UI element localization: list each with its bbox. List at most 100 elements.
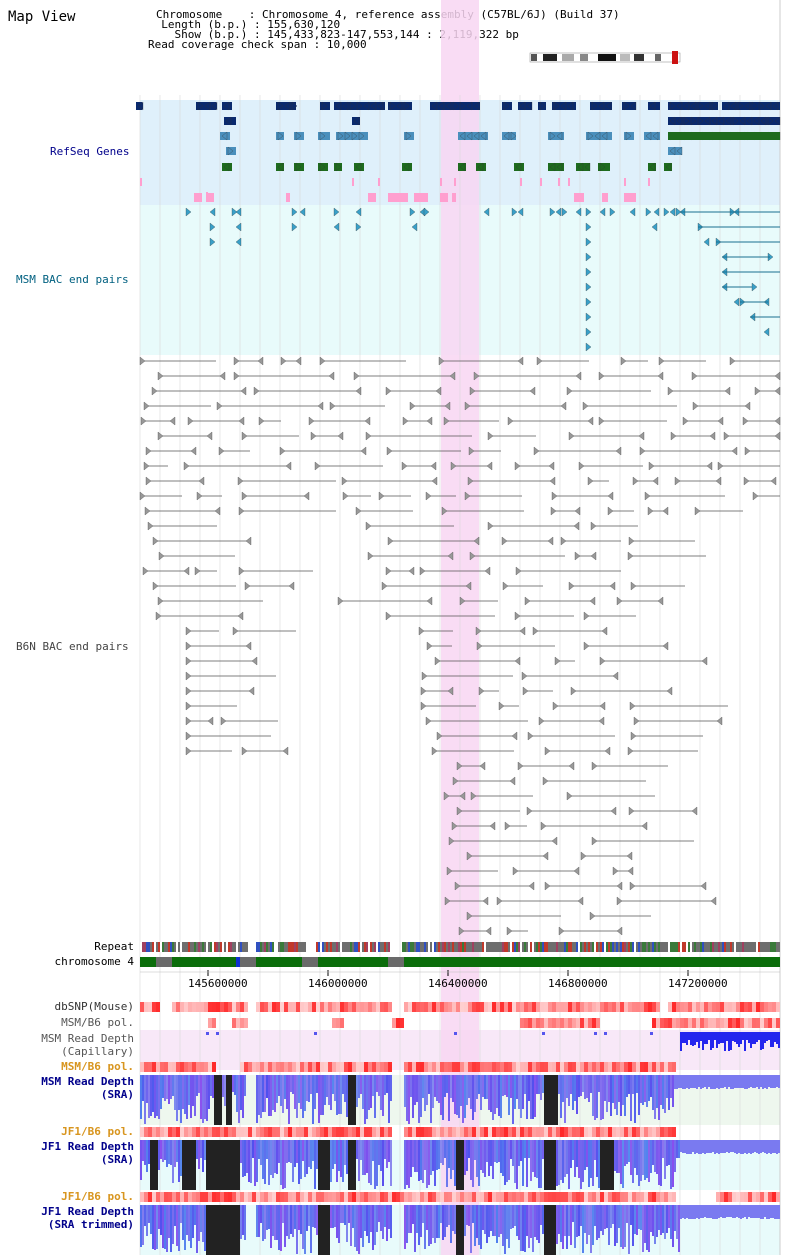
repeat-element [360,942,362,952]
b6n-bac-end [743,476,750,486]
depth-tracks[interactable] [140,1032,780,1255]
msm-sra-depth-bar [622,1075,624,1105]
dbsnp-track[interactable] [140,1002,780,1202]
jf1-b6-pol-label[interactable]: JF1/B6 pol. [61,1125,134,1138]
msm-bac-track[interactable] [185,207,780,352]
b6n-bac-end [378,491,385,501]
b6n-bac-end [715,476,722,486]
chromosome-track-label[interactable]: chromosome 4 [54,955,134,968]
repeat-element [484,942,486,952]
repeat-element [604,942,606,952]
repeat-element [620,942,622,952]
msm-pol-cap-cell [664,1018,668,1028]
jf1-pol2-cell [604,1192,608,1202]
msm-depth-cap-label[interactable]: MSM Read Depth (Capillary) [41,1032,134,1058]
msm-bac-track-label[interactable]: MSM BAC end pairs [16,273,129,286]
jf1-pol-cell [244,1127,248,1137]
jf1-pol-cell [328,1127,332,1137]
repeat-element [344,942,346,952]
msm-b6-pol-cap-label[interactable]: MSM/B6 pol. [61,1016,134,1029]
jf1-sra-depth-bar [198,1140,200,1169]
b6n-bac-end [355,386,362,396]
msm-pol-cell [204,1062,208,1072]
gene-arrow [515,162,522,172]
dbsnp-track-label[interactable]: dbSNP(Mouse) [54,1000,134,1013]
gene-block [548,132,564,140]
jf1-b6-pol2-label[interactable]: JF1/B6 pol. [61,1190,134,1203]
dbsnp-cell [652,1002,656,1012]
repeat-element [478,942,480,952]
msm-sra-depth-bar [618,1075,620,1102]
refseq-genes-track[interactable] [136,101,781,202]
msm-cap-depth-bar [216,1032,219,1035]
msm-depth-sra-label[interactable]: MSM Read Depth (SRA) [41,1075,134,1101]
jf1-trim-depth-bar [692,1205,694,1219]
b6n-bac-end [774,371,781,381]
msm-sra-depth-bar [422,1075,424,1098]
jf1-sra-depth-bar [746,1140,748,1154]
msm-sra-depth-bar [322,1075,324,1115]
msm-bac-end [555,207,562,217]
jf1-trim-depth-bar [568,1205,570,1236]
b6n-bac-track-label[interactable]: B6N BAC end pairs [16,640,129,653]
msm-sra-depth-bar [564,1075,566,1123]
msm-sra-depth-bar [412,1075,414,1118]
dbsnp-cell [644,1002,648,1012]
b6n-bac-end [566,386,573,396]
jf1-trim-depth-bar [718,1205,720,1218]
jf1-pol-cell [224,1127,228,1137]
gene-arrow [746,116,753,126]
msm-sra-depth-bar [380,1075,382,1110]
chromosome-band-track[interactable] [140,957,780,967]
msm-pol-cell [244,1062,248,1072]
dbsnp-cell [508,1002,512,1012]
msm-bac-end [763,327,770,337]
msm-pol-cell [176,1062,180,1072]
jf1-sra-depth-bar [272,1140,274,1178]
msm-pol-cap-cell [772,1018,776,1028]
dbsnp-cell [632,1002,636,1012]
jf1-trim-depth-bar [282,1205,284,1223]
jf1-pol2-cell [420,1192,424,1202]
b6n-bac-end [420,701,427,711]
jf1-pol-cell [516,1127,520,1137]
jf1-depth-label[interactable]: JF1 Read Depth (SRA) [41,1140,134,1166]
jf1-pol2-cell [612,1192,616,1202]
dbsnp-cell [280,1002,284,1012]
b6n-bac-end [280,356,287,366]
repeat-track-label[interactable]: Repeat [94,940,134,953]
gene-arrow [549,162,556,172]
chromosome-ideogram[interactable] [529,51,681,64]
jf1-pol2-cell [248,1192,252,1202]
dbsnp-cell [336,1002,340,1012]
msm-b6-pol-label[interactable]: MSM/B6 pol. [61,1060,134,1073]
jf1-trim-depth-bar [756,1205,758,1218]
jf1-trim-depth-bar [598,1205,600,1238]
jf1-trim-depth-bar [744,1205,746,1217]
refseq-track-label[interactable]: RefSeq Genes [50,145,130,158]
msm-pol-cap-cell [704,1018,708,1028]
gene-arrow [652,131,659,141]
msm-pol-cap-cell [720,1018,724,1028]
b6n-bac-end [583,611,590,621]
jf1-sra-depth-bar [542,1140,544,1159]
repeat-element [576,942,578,952]
b6n-bac-track[interactable] [139,356,781,936]
repeat-element [624,942,626,952]
jf1-pol2-cell [304,1192,308,1202]
jf1-sra-depth-bar [332,1140,334,1169]
repeat-element [622,942,624,952]
jf1-sra-depth-bar [364,1140,366,1175]
repeat-element [716,942,718,952]
dbsnp-cell [716,1002,720,1012]
gene-arrow [725,116,732,126]
jf1-depth-trim-label[interactable]: JF1 Read Depth (SRA trimmed) [41,1205,134,1231]
msm-cap-depth-bar [680,1032,682,1051]
b6n-bac-end [385,611,392,621]
jf1-sra-depth-bar [678,1140,680,1158]
jf1-trim-depth-bar [284,1205,286,1247]
repeat-track[interactable] [140,942,780,952]
jf1-pol2-cell [756,1192,760,1202]
gene-arrow [349,101,356,111]
